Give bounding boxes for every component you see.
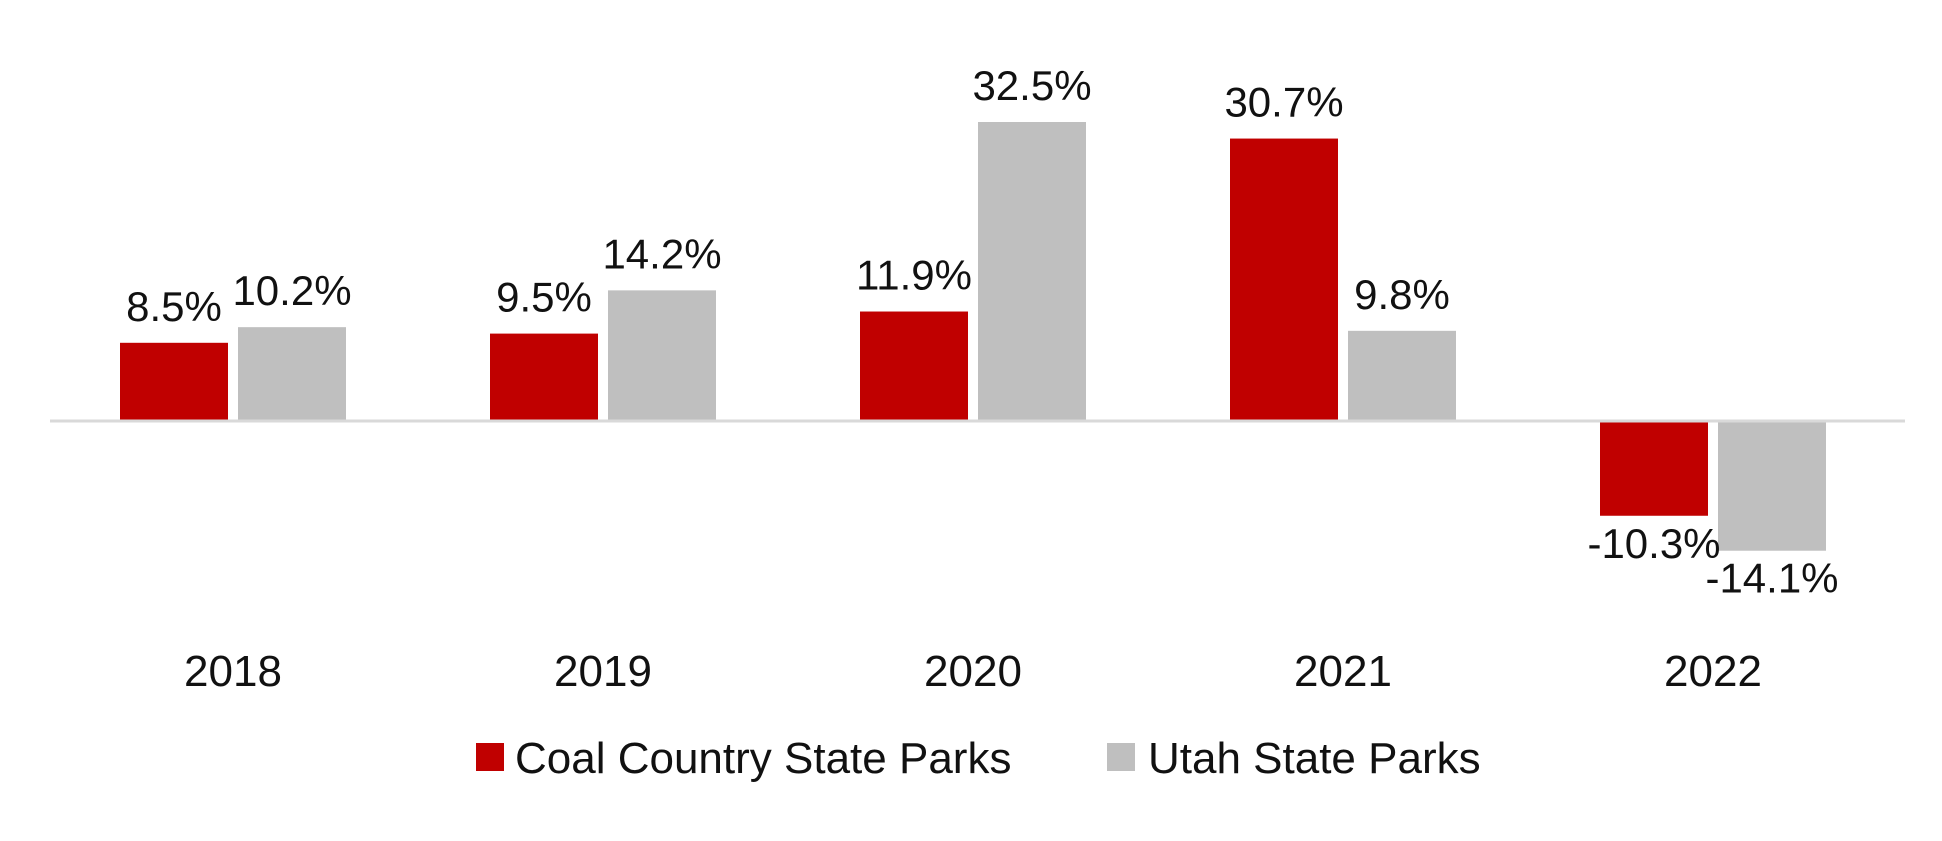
- legend-label-coal-country: Coal Country State Parks: [515, 734, 1011, 783]
- data-label-utah-2021: 9.8%: [1354, 271, 1450, 318]
- data-label-utah-2019: 14.2%: [602, 230, 721, 277]
- bar-utah-2020: [978, 122, 1086, 421]
- category-labels-layer: 2018 2019 2020 2021 2022: [184, 647, 1762, 696]
- bar-utah-2019: [608, 290, 716, 421]
- bar-utah-2022: [1718, 421, 1826, 551]
- data-label-coal-country-2021: 30.7%: [1224, 79, 1343, 126]
- data-label-utah-2020: 32.5%: [972, 62, 1091, 109]
- legend-swatch-coal-country: [476, 743, 504, 771]
- bar-coal-country-2021: [1230, 138, 1338, 421]
- data-label-utah-2018: 10.2%: [232, 267, 351, 314]
- data-label-coal-country-2022: -10.3%: [1587, 520, 1720, 567]
- data-labels-layer: 8.5% 10.2% 9.5%14.2% 11.9% 32.5% 30.7% 9.8% -10…: [126, 62, 1838, 602]
- category-label-2021: 2021: [1294, 647, 1392, 696]
- data-label-utah-2022: -14.1%: [1705, 555, 1838, 602]
- legend-swatch-utah: [1107, 743, 1135, 771]
- data-label-coal-country-2020: 11.9%: [856, 252, 972, 299]
- data-label-coal-country-2019: 9.5%: [496, 274, 592, 321]
- bar-coal-country-2020: [860, 311, 968, 421]
- category-label-2019: 2019: [554, 647, 652, 696]
- legend: Coal Country State Parks Utah State Parks: [476, 734, 1481, 783]
- bar-coal-country-2019: [490, 333, 598, 421]
- bar-coal-country-2018: [120, 342, 228, 421]
- bars-layer: [120, 122, 1826, 551]
- category-label-2022: 2022: [1664, 647, 1762, 696]
- bar-coal-country-2022: [1600, 421, 1708, 516]
- legend-label-utah: Utah State Parks: [1148, 734, 1481, 783]
- data-label-coal-country-2018: 8.5%: [126, 283, 222, 330]
- bar-utah-2021: [1348, 330, 1456, 421]
- category-label-2020: 2020: [924, 647, 1022, 696]
- category-label-2018: 2018: [184, 647, 282, 696]
- bar-utah-2018: [238, 327, 346, 421]
